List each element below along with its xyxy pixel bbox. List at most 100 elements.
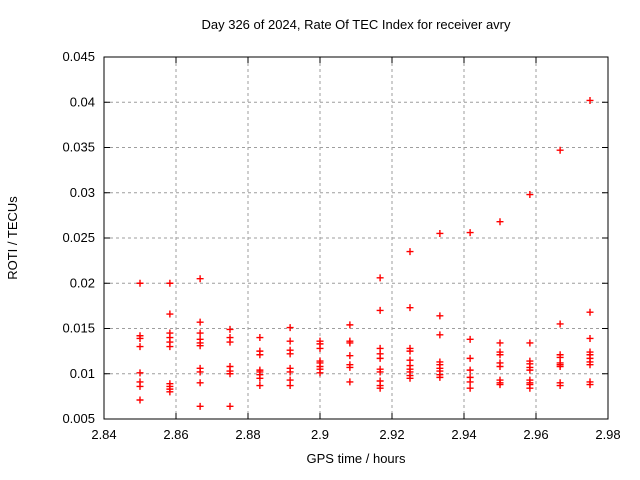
data-point xyxy=(316,344,324,352)
data-point xyxy=(496,351,504,359)
data-point xyxy=(256,374,264,382)
data-point xyxy=(286,368,294,376)
data-point xyxy=(136,334,144,342)
y-tick-label: 0.045 xyxy=(62,49,95,64)
data-point xyxy=(136,343,144,351)
y-tick-label: 0.025 xyxy=(62,230,95,245)
y-axis-label: ROTI / TECUs xyxy=(5,196,20,280)
y-tick-label: 0.02 xyxy=(70,275,95,290)
data-point xyxy=(586,96,594,104)
data-point xyxy=(466,335,474,343)
data-point xyxy=(526,366,534,374)
data-point xyxy=(376,274,384,282)
x-tick-label: 2.96 xyxy=(523,427,548,442)
data-point xyxy=(286,350,294,358)
data-point xyxy=(556,320,564,328)
y-tick-label: 0.035 xyxy=(62,140,95,155)
data-point xyxy=(586,381,594,389)
tick-layer: 2.84 2.86 2.88 2.9 2.92 2.94 2.96 2.98 0.005 0.01… xyxy=(62,49,620,442)
data-point xyxy=(166,310,174,318)
data-point xyxy=(136,382,144,390)
x-tick-label: 2.92 xyxy=(379,427,404,442)
data-point xyxy=(346,352,354,360)
data-point xyxy=(136,396,144,404)
chart-title: Day 326 of 2024, Rate Of TEC Index for r… xyxy=(201,17,511,32)
data-point xyxy=(466,366,474,374)
y-tick-label: 0.01 xyxy=(70,366,95,381)
data-point xyxy=(436,331,444,339)
plot-border xyxy=(103,56,609,420)
data-point xyxy=(316,369,324,377)
data-point xyxy=(496,339,504,347)
data-point xyxy=(376,306,384,314)
data-point xyxy=(436,229,444,237)
data-point xyxy=(196,379,204,387)
data-point xyxy=(376,354,384,362)
data-point xyxy=(346,363,354,371)
data-point xyxy=(196,342,204,350)
x-tick-label: 2.88 xyxy=(235,427,260,442)
y-tick-label: 0.015 xyxy=(62,321,95,336)
data-point xyxy=(346,378,354,386)
data-point xyxy=(526,384,534,392)
data-point xyxy=(586,308,594,316)
data-point xyxy=(256,382,264,390)
data-point xyxy=(556,382,564,390)
data-point xyxy=(496,363,504,371)
x-tick-label: 2.94 xyxy=(451,427,476,442)
data-point xyxy=(226,325,234,333)
data-point xyxy=(286,324,294,332)
data-point xyxy=(406,347,414,355)
data-point xyxy=(136,279,144,287)
data-point xyxy=(376,368,384,376)
grid-layer xyxy=(104,57,608,419)
data-point xyxy=(406,304,414,312)
data-point xyxy=(346,321,354,329)
data-point xyxy=(526,339,534,347)
data-point xyxy=(286,337,294,345)
data-point xyxy=(376,384,384,392)
data-point xyxy=(406,248,414,256)
data-point xyxy=(166,388,174,396)
x-axis-label: GPS time / hours xyxy=(307,451,406,466)
data-point xyxy=(166,343,174,351)
data-point-layer xyxy=(136,96,594,410)
data-point xyxy=(256,351,264,359)
data-point xyxy=(436,373,444,381)
data-point xyxy=(526,191,534,199)
data-point xyxy=(436,312,444,320)
data-point xyxy=(346,339,354,347)
data-point xyxy=(466,384,474,392)
data-point xyxy=(466,229,474,237)
data-point xyxy=(466,378,474,386)
data-point xyxy=(136,369,144,377)
data-point xyxy=(196,329,204,337)
data-point xyxy=(466,354,474,362)
data-point xyxy=(556,363,564,371)
data-point xyxy=(406,374,414,382)
data-point xyxy=(256,334,264,342)
data-point xyxy=(586,361,594,369)
y-tick-label: 0.005 xyxy=(62,411,95,426)
data-point xyxy=(586,334,594,342)
y-tick-label: 0.03 xyxy=(70,185,95,200)
data-point xyxy=(166,279,174,287)
data-point xyxy=(496,381,504,389)
x-tick-label: 2.86 xyxy=(163,427,188,442)
x-tick-label: 2.84 xyxy=(91,427,116,442)
data-point xyxy=(556,146,564,154)
data-point xyxy=(196,318,204,326)
x-tick-label: 2.98 xyxy=(595,427,620,442)
data-point xyxy=(226,370,234,378)
data-point xyxy=(286,382,294,390)
data-point xyxy=(226,338,234,346)
data-point xyxy=(226,402,234,410)
data-point xyxy=(196,275,204,283)
y-tick-label: 0.04 xyxy=(70,94,95,109)
data-point xyxy=(496,218,504,226)
data-point xyxy=(196,368,204,376)
x-tick-label: 2.9 xyxy=(311,427,329,442)
data-point xyxy=(196,402,204,410)
